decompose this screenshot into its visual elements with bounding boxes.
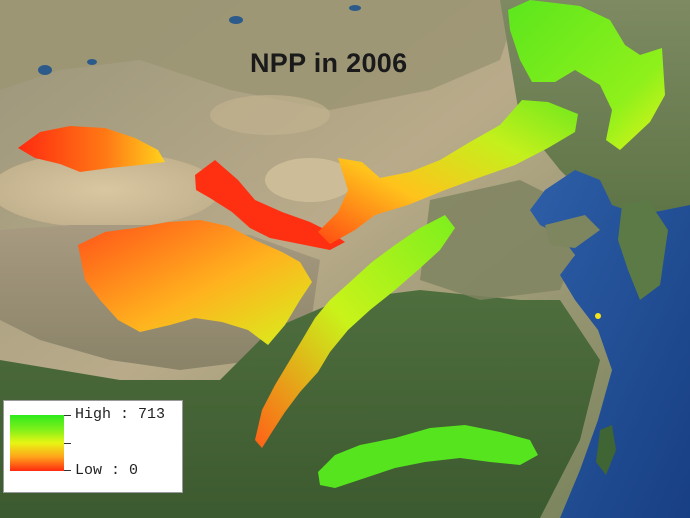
legend-tick-low xyxy=(64,470,71,471)
legend-tick-high xyxy=(64,415,71,416)
taklimakan-desert xyxy=(0,152,220,228)
ordos-desert xyxy=(265,158,355,202)
legend-color-ramp xyxy=(10,415,64,471)
npp-coastal-dot xyxy=(595,313,601,319)
shandong-peninsula xyxy=(545,215,600,248)
korea-peninsula xyxy=(618,200,668,300)
map-title: NPP in 2006 xyxy=(250,48,408,78)
lake-3 xyxy=(229,16,243,24)
legend-low-label: Low : 0 xyxy=(75,462,139,479)
lake-2 xyxy=(87,59,97,65)
npp-legend: High : 713 Low : 0 xyxy=(3,400,183,493)
gobi-desert xyxy=(210,95,330,135)
north-steppe xyxy=(0,0,520,110)
npp-region-nanling xyxy=(318,425,538,488)
taiwan-island xyxy=(596,425,616,475)
npp-region-qilian xyxy=(195,160,345,250)
npp-region-tianshan xyxy=(18,126,165,172)
lake-1 xyxy=(38,65,52,75)
legend-tick-mid xyxy=(64,443,71,444)
legend-high-label: High : 713 xyxy=(75,406,166,423)
lake-4 xyxy=(349,5,361,11)
npp-region-tibet xyxy=(78,220,312,345)
npp-region-hengduan xyxy=(255,215,455,448)
npp-region-northeast xyxy=(508,0,665,150)
npp-region-loess-belt xyxy=(318,100,578,244)
